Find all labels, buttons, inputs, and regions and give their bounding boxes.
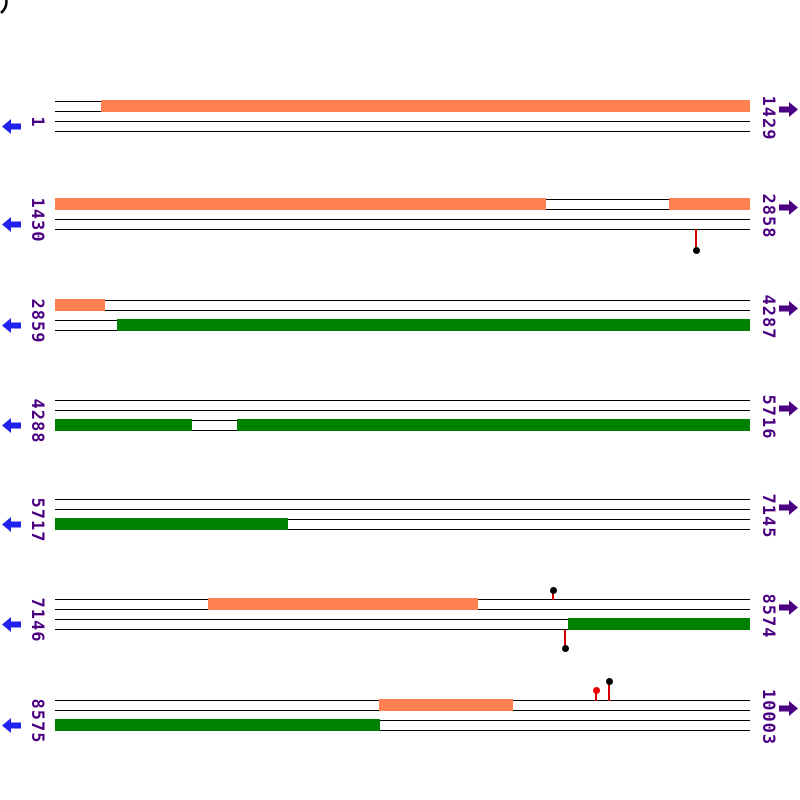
arrow-left-icon[interactable] bbox=[2, 318, 21, 333]
arrow-left-icon[interactable] bbox=[2, 217, 21, 232]
end-coordinate-label: 4287 bbox=[758, 294, 778, 340]
end-coordinate-label: 8574 bbox=[758, 593, 778, 639]
frame-line bbox=[55, 218, 750, 220]
arrow-left-icon[interactable] bbox=[2, 617, 21, 632]
arrow-right-icon[interactable] bbox=[779, 102, 798, 117]
arrow-left-icon[interactable] bbox=[2, 217, 21, 232]
marker-stem bbox=[608, 681, 610, 701]
end-coordinate-label: 7145 bbox=[758, 493, 778, 539]
frame-line bbox=[55, 719, 750, 721]
frame-line bbox=[55, 729, 750, 731]
exon-block-green bbox=[55, 719, 380, 731]
marker-dot bbox=[561, 644, 569, 652]
exon-block-green bbox=[55, 518, 288, 530]
arrow-right-icon[interactable] bbox=[779, 401, 798, 416]
start-coordinate-label: 8575 bbox=[27, 698, 47, 744]
end-coordinate-label: 2858 bbox=[758, 193, 778, 239]
exon-block-green bbox=[55, 419, 192, 431]
exon-block-orange bbox=[55, 198, 546, 210]
marker-dot bbox=[692, 246, 700, 254]
arrow-left-icon[interactable] bbox=[2, 418, 21, 433]
exon-block-orange bbox=[55, 299, 105, 311]
exon-block-green bbox=[117, 319, 750, 331]
arrow-right-icon[interactable] bbox=[779, 301, 798, 316]
arrow-right-icon[interactable] bbox=[779, 301, 798, 316]
exon-block-green bbox=[237, 419, 750, 431]
arrow-left-icon[interactable] bbox=[2, 119, 21, 134]
start-coordinate-label: 2859 bbox=[27, 298, 47, 344]
arrow-left-icon[interactable] bbox=[2, 119, 21, 134]
arrow-left-icon[interactable] bbox=[2, 517, 21, 532]
exon-block-orange bbox=[208, 598, 478, 610]
arrow-right-icon[interactable] bbox=[779, 600, 798, 615]
frame-line bbox=[55, 618, 750, 620]
frame-line bbox=[55, 628, 750, 630]
exon-block-green bbox=[568, 618, 750, 630]
arrow-right-icon[interactable] bbox=[779, 200, 798, 215]
arrow-right-icon[interactable] bbox=[779, 102, 798, 117]
start-coordinate-label: 7146 bbox=[27, 597, 47, 643]
frame-line bbox=[55, 299, 750, 301]
frame-line bbox=[55, 309, 750, 311]
marker-stem bbox=[595, 690, 597, 701]
marker-dot bbox=[605, 677, 613, 685]
end-coordinate-label: 5716 bbox=[758, 394, 778, 440]
start-coordinate-label: 5717 bbox=[27, 497, 47, 543]
marker-stem bbox=[695, 229, 697, 250]
arrow-left-icon[interactable] bbox=[2, 718, 21, 733]
arrow-left-icon[interactable] bbox=[2, 318, 21, 333]
frame-line bbox=[55, 130, 750, 132]
arrow-right-icon[interactable] bbox=[779, 600, 798, 615]
frame-line bbox=[55, 528, 750, 530]
marker-dot bbox=[549, 586, 557, 594]
marker-stem bbox=[552, 590, 554, 600]
arrow-left-icon[interactable] bbox=[2, 617, 21, 632]
end-coordinate-label: 10003 bbox=[758, 688, 778, 746]
arrow-right-icon[interactable] bbox=[779, 500, 798, 515]
exon-block-orange bbox=[669, 198, 750, 210]
frame-line bbox=[55, 399, 750, 401]
start-coordinate-label: 4288 bbox=[27, 398, 47, 444]
end-coordinate-label: 1429 bbox=[758, 95, 778, 141]
arrow-left-icon[interactable] bbox=[2, 517, 21, 532]
frame-line bbox=[55, 518, 750, 520]
arrow-right-icon[interactable] bbox=[779, 701, 798, 716]
arrow-left-icon[interactable] bbox=[2, 718, 21, 733]
arrow-right-icon[interactable] bbox=[779, 500, 798, 515]
arrow-right-icon[interactable] bbox=[779, 401, 798, 416]
arrow-right-icon[interactable] bbox=[779, 200, 798, 215]
marker-dot bbox=[592, 686, 600, 694]
start-coordinate-label: 1430 bbox=[27, 197, 47, 243]
frame-line bbox=[55, 228, 750, 230]
corner-artifact-mark bbox=[0, 0, 8, 14]
exon-block-orange bbox=[101, 100, 750, 112]
frame-line bbox=[55, 120, 750, 122]
frame-line bbox=[55, 508, 750, 510]
arrow-left-icon[interactable] bbox=[2, 418, 21, 433]
marker-stem bbox=[564, 630, 566, 648]
exon-block-orange bbox=[379, 699, 513, 711]
start-coordinate-label: 1 bbox=[27, 116, 47, 128]
frame-line bbox=[55, 498, 750, 500]
arrow-right-icon[interactable] bbox=[779, 701, 798, 716]
frame-line bbox=[55, 409, 750, 411]
